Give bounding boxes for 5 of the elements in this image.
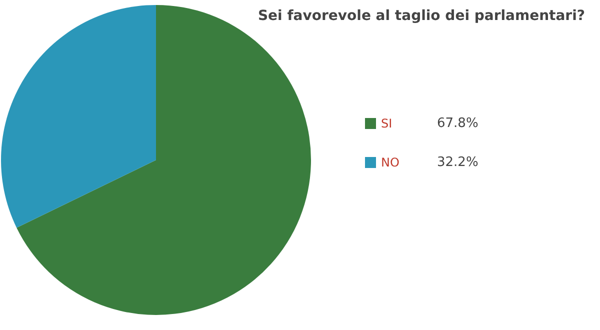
chart-title: Sei favorevole al taglio dei parlamentari? xyxy=(258,8,586,24)
data-label: 67.8% xyxy=(437,116,478,131)
data-label: 32.2% xyxy=(437,155,478,170)
legend-label: NO xyxy=(381,156,400,170)
legend-label: SI xyxy=(381,116,392,130)
